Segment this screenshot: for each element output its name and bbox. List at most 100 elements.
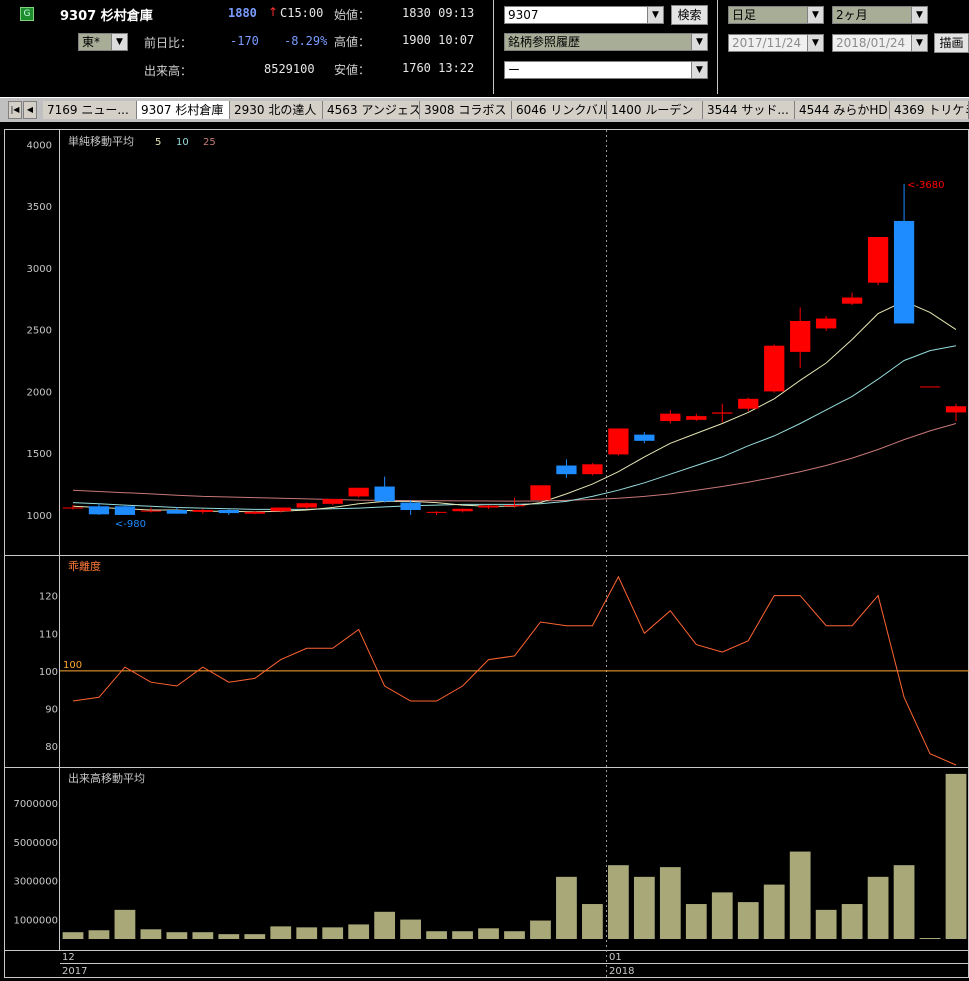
range-select[interactable]: 2ヶ月 ▼ bbox=[832, 6, 928, 24]
candle-body bbox=[244, 511, 265, 514]
candle-body bbox=[62, 507, 84, 509]
y-tick-label: 2500 bbox=[27, 326, 52, 337]
change-value: -170 bbox=[230, 34, 259, 48]
volume-bar bbox=[348, 924, 370, 939]
y-tick-label: 5000000 bbox=[13, 838, 58, 849]
prev-tab-icon[interactable]: ◀ bbox=[23, 101, 37, 119]
ma25-line bbox=[72, 423, 957, 502]
tab-stock[interactable]: 3908 コラボス bbox=[420, 101, 512, 119]
volume-bar bbox=[685, 904, 707, 939]
candle-body bbox=[945, 406, 967, 413]
chevron-down-icon: ▼ bbox=[911, 7, 927, 23]
low-annotation: <-980 bbox=[115, 519, 146, 530]
volume-bar bbox=[426, 931, 447, 939]
volume-bar bbox=[218, 934, 240, 939]
volume-bar bbox=[737, 902, 759, 939]
volume-bar bbox=[140, 929, 162, 939]
history-select-value: 銘柄参照履歴 bbox=[508, 35, 581, 49]
candle-body bbox=[530, 485, 551, 501]
candle-body bbox=[400, 502, 421, 510]
history-select[interactable]: 銘柄参照履歴 ▼ bbox=[504, 33, 708, 51]
candle-body bbox=[867, 237, 889, 283]
tab-stock[interactable]: 4369 トリケミ bbox=[890, 101, 969, 119]
volume-bar bbox=[867, 876, 889, 939]
code-input[interactable]: 9307 ▼ bbox=[504, 6, 664, 24]
option-select-value: ー bbox=[508, 63, 521, 77]
legend-entry: 25 bbox=[203, 137, 216, 148]
tab-stock[interactable]: 7169 ニュー... bbox=[43, 101, 137, 119]
candle-body bbox=[764, 345, 785, 392]
volume-bar bbox=[659, 867, 681, 939]
period-select[interactable]: 日足 ▼ bbox=[728, 6, 824, 24]
candle-body bbox=[114, 506, 136, 515]
candle-body bbox=[738, 398, 759, 409]
candle-body bbox=[608, 428, 629, 455]
ma5-line bbox=[72, 300, 957, 513]
chevron-down-icon: ▼ bbox=[691, 62, 707, 78]
volume-bar bbox=[582, 904, 603, 939]
status-indicator-icon: G bbox=[20, 7, 34, 21]
draw-button[interactable]: 描画 bbox=[934, 33, 969, 53]
x-year-label: 2018 bbox=[609, 966, 634, 977]
volume-bar bbox=[296, 927, 318, 939]
volume-bar bbox=[192, 932, 214, 939]
tab-stock[interactable]: 2930 北の達人 bbox=[230, 101, 323, 119]
volume-bar bbox=[763, 884, 785, 939]
volume-bar bbox=[504, 931, 525, 939]
y-tick-label: 2000 bbox=[27, 387, 52, 398]
legend-entry: 5 bbox=[155, 137, 161, 148]
range-select-value: 2ヶ月 bbox=[836, 8, 868, 22]
option-select[interactable]: ー ▼ bbox=[504, 61, 708, 79]
date-from-picker[interactable]: 2017/11/24 ▼ bbox=[728, 34, 824, 52]
open-value: 1830 09:13 bbox=[402, 6, 475, 20]
low-label: 安値： bbox=[334, 63, 371, 77]
y-tick-label: 110 bbox=[39, 629, 58, 640]
first-tab-icon[interactable]: |◀ bbox=[8, 101, 22, 119]
candle-body bbox=[504, 505, 525, 507]
market-select-value: 東* bbox=[82, 35, 101, 49]
tab-stock[interactable]: 1400 ルーデン bbox=[607, 101, 703, 119]
volume-bar bbox=[841, 904, 863, 939]
tab-stock[interactable]: 3544 サッド... bbox=[703, 101, 795, 119]
x-month-label: 12 bbox=[62, 952, 75, 963]
candle-body bbox=[634, 434, 655, 441]
candle-body bbox=[322, 498, 343, 504]
tab-stock[interactable]: 6046 リンクバル bbox=[512, 101, 607, 119]
candle-body bbox=[452, 508, 473, 512]
price-time: C15:00 bbox=[280, 6, 324, 20]
volume-bar bbox=[530, 920, 551, 939]
volume-bar bbox=[452, 931, 473, 939]
chart-title: 単純移動平均 bbox=[68, 134, 134, 148]
volume-bar bbox=[244, 934, 266, 939]
volume-bar bbox=[478, 928, 499, 939]
volume-bar bbox=[607, 865, 629, 939]
change-percent: -8.29% bbox=[284, 34, 328, 48]
open-label: 始値： bbox=[334, 8, 371, 22]
high-label: 高値： bbox=[334, 35, 371, 49]
volume-label: 出来高： bbox=[144, 64, 193, 78]
volume-bar bbox=[270, 926, 292, 939]
y-tick-label: 120 bbox=[39, 592, 58, 603]
x-year-label: 2017 bbox=[62, 966, 87, 977]
candle-body bbox=[478, 505, 499, 508]
volume-bar bbox=[374, 911, 396, 939]
candle-body bbox=[893, 220, 915, 324]
x-axis: 12 2017 01 2018 bbox=[62, 952, 634, 977]
candle-body bbox=[660, 413, 681, 422]
tab-stock-active[interactable]: 9307 杉村倉庫 bbox=[137, 101, 230, 119]
candle-body bbox=[712, 412, 733, 414]
candle-body bbox=[374, 486, 395, 502]
volume-bar bbox=[62, 932, 84, 939]
search-button[interactable]: 検索 bbox=[671, 5, 708, 25]
candle-body bbox=[192, 510, 213, 512]
candle-body bbox=[140, 510, 162, 512]
y-tick-label: 4000 bbox=[27, 140, 52, 151]
tab-stock[interactable]: 4563 アンジェス bbox=[323, 101, 420, 119]
date-to-picker[interactable]: 2018/01/24 ▼ bbox=[832, 34, 928, 52]
date-to-value: 2018/01/24 bbox=[836, 36, 906, 50]
chevron-down-icon: ▼ bbox=[691, 34, 707, 50]
tab-stock[interactable]: 4544 みらかHD bbox=[795, 101, 890, 119]
x-month-label: 01 bbox=[609, 952, 622, 963]
market-select[interactable]: 東* ▼ bbox=[78, 33, 128, 51]
deviation-pane: 乖離度 80 90 100 110 120 100 bbox=[39, 559, 969, 766]
